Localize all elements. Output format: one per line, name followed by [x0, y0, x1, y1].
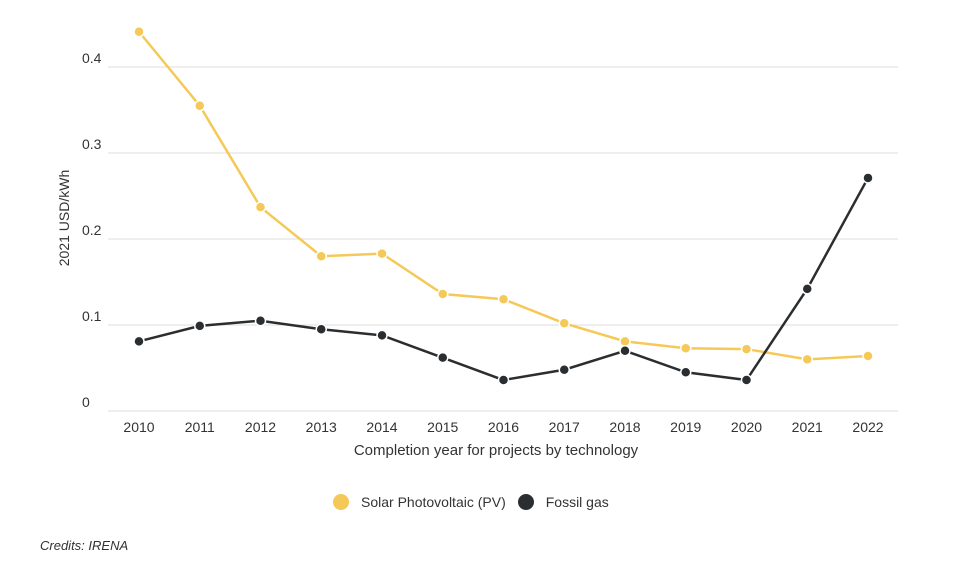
legend: Solar Photovoltaic (PV) Fossil gas [333, 494, 621, 510]
gas-point [133, 335, 145, 348]
solar-point [376, 247, 388, 260]
gas-point [740, 374, 753, 386]
gas-point [619, 345, 631, 357]
gas-point [254, 314, 267, 327]
legend-item-gas[interactable]: Fossil gas [517, 494, 609, 510]
solar-point [558, 317, 570, 330]
solar-point [315, 250, 327, 262]
x-tick-label: 2011 [185, 419, 215, 435]
x-tick-label: 2022 [852, 419, 883, 435]
solar-point [133, 25, 145, 38]
gas-point [315, 323, 327, 336]
gas-point [437, 351, 449, 364]
solar-line [138, 30, 869, 361]
solar-point [801, 353, 813, 366]
legend-item-solar[interactable]: Solar Photovoltaic (PV) [333, 494, 506, 510]
gas-point [862, 172, 874, 184]
gas-point [194, 320, 206, 332]
x-tick-label: 2012 [245, 419, 276, 435]
y-tick-label: 0.4 [82, 50, 102, 66]
y-tick-label: 0.2 [82, 222, 102, 238]
x-tick-label: 2017 [549, 419, 580, 435]
gas-point [497, 374, 510, 386]
solar-point [194, 99, 206, 112]
x-tick-label: 2020 [731, 419, 762, 435]
x-tick-label: 2018 [609, 419, 640, 435]
legend-solar-marker [333, 494, 349, 510]
x-tick-label: 2013 [306, 419, 337, 435]
solar-point [497, 293, 510, 305]
legend-gas-label: Fossil gas [545, 494, 609, 510]
solar-point [437, 288, 449, 300]
x-axis-title: Completion year for projects by technolo… [354, 442, 639, 459]
solar-point [680, 342, 692, 354]
gas-line [138, 177, 870, 382]
x-tick-label: 2014 [366, 419, 397, 435]
gas-point [801, 283, 813, 295]
gas-point [680, 366, 692, 379]
x-tick-label: 2015 [427, 419, 458, 435]
x-tick-label: 2016 [488, 419, 519, 435]
solar-point [619, 335, 631, 348]
y-tick-label: 0 [82, 394, 90, 410]
x-tick-label: 2019 [670, 419, 701, 435]
solar-point [862, 350, 874, 362]
legend-gas-marker [517, 494, 534, 510]
gas-point [376, 329, 388, 342]
solar-point [254, 201, 267, 213]
y-tick-label: 0.1 [82, 308, 102, 324]
gas-point [558, 363, 570, 376]
credits: Credits: IRENA [40, 538, 129, 553]
y-axis-title: 2021 USD/kWh [56, 170, 72, 266]
x-tick-label: 2021 [792, 419, 823, 435]
y-tick-label: 0.3 [82, 136, 102, 152]
legend-solar-label: Solar Photovoltaic (PV) [361, 494, 506, 510]
solar-point [740, 343, 753, 355]
x-tick-label: 2010 [123, 419, 154, 435]
